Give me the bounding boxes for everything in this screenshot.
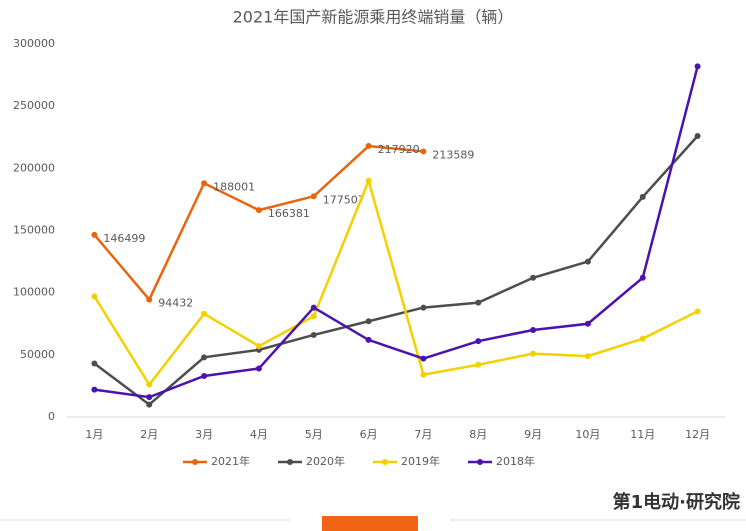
data-point (255, 207, 262, 214)
legend-label: 2021年 (211, 454, 250, 468)
series-line (93, 144, 424, 302)
data-point (146, 401, 153, 408)
data-point (255, 365, 262, 372)
x-tick-label: 10月 (575, 428, 600, 441)
data-point (146, 394, 153, 401)
data-point (146, 296, 153, 303)
branding: 第1电动·研究院 (613, 491, 740, 513)
legend-label: 2019年 (401, 454, 440, 468)
series-line (94, 66, 699, 399)
data-point (365, 177, 372, 184)
data-point (310, 304, 317, 311)
data-point (91, 360, 98, 367)
data-point (420, 148, 427, 155)
data-point (420, 355, 427, 362)
y-tick-label: 50000 (20, 348, 55, 361)
data-label: 213589 (432, 148, 474, 161)
data-point (201, 310, 208, 317)
x-tick-label: 8月 (469, 428, 487, 441)
data-point (530, 274, 537, 281)
data-point (365, 318, 372, 325)
legend-marker (192, 459, 198, 465)
data-point (475, 299, 482, 306)
data-point (639, 335, 646, 342)
series-line (93, 135, 699, 407)
x-tick-label: 2月 (140, 428, 158, 441)
data-point (310, 193, 317, 200)
y-tick-label: 200000 (13, 161, 55, 174)
data-label: 146499 (103, 232, 145, 245)
y-tick-label: 250000 (13, 99, 55, 112)
data-point (91, 231, 98, 238)
data-point (201, 354, 208, 361)
legend-label: 2020年 (306, 454, 345, 468)
y-tick-label: 150000 (13, 224, 55, 237)
data-point (639, 193, 646, 200)
data-point (420, 304, 427, 311)
data-point (475, 338, 482, 345)
x-tick-label: 3月 (195, 428, 213, 441)
x-tick-label: 12月 (685, 428, 710, 441)
data-label: 177507 (323, 193, 365, 206)
data-point (365, 143, 372, 150)
data-point (365, 336, 372, 343)
data-point (475, 361, 482, 368)
data-point (201, 180, 208, 187)
x-tick-label: 11月 (630, 428, 655, 441)
data-point (584, 258, 591, 265)
legend-marker (382, 459, 388, 465)
y-tick-label: 100000 (13, 286, 55, 299)
data-point (146, 381, 153, 388)
x-tick-label: 5月 (305, 428, 323, 441)
x-tick-label: 1月 (85, 428, 103, 441)
legend-label: 2018年 (496, 454, 535, 468)
data-point (584, 353, 591, 360)
data-point (91, 386, 98, 393)
data-point (420, 371, 427, 378)
x-tick-label: 9月 (524, 428, 542, 441)
data-point (201, 372, 208, 379)
x-tick-label: 6月 (360, 428, 378, 441)
x-tick-label: 4月 (250, 428, 268, 441)
data-label: 94432 (158, 297, 193, 310)
y-tick-label: 300000 (13, 37, 55, 50)
chart-title: 2021年国产新能源乘用终端销量（辆） (233, 8, 514, 27)
data-point (584, 320, 591, 327)
data-label: 166381 (268, 207, 310, 220)
data-point (639, 274, 646, 281)
data-label: 188001 (213, 180, 255, 193)
data-point (694, 63, 701, 70)
data-point (310, 313, 317, 320)
y-tick-label: 0 (48, 410, 55, 423)
x-tick-label: 7月 (414, 428, 432, 441)
data-label: 217920 (378, 143, 420, 156)
decor-bar (322, 516, 418, 531)
data-point (530, 350, 537, 357)
data-point (530, 326, 537, 333)
data-point (91, 293, 98, 300)
legend-marker (287, 459, 293, 465)
data-point (694, 308, 701, 315)
data-point (310, 331, 317, 338)
data-point (255, 343, 262, 350)
series-line (93, 176, 699, 387)
legend-marker (477, 459, 483, 465)
data-point (694, 133, 701, 140)
